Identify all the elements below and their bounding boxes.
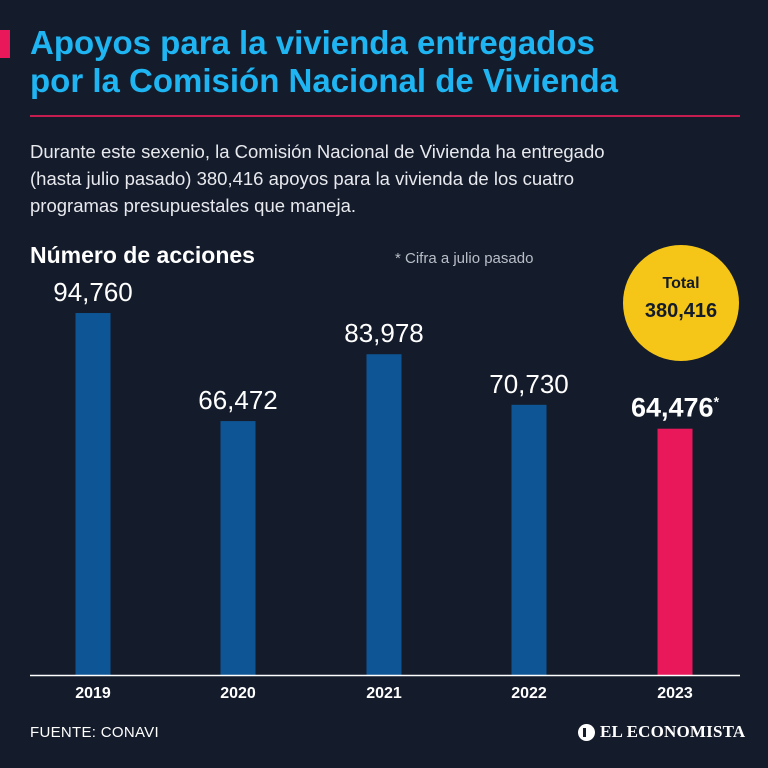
source-note: FUENTE: CONAVI [30, 724, 159, 741]
value-label-2022: 70,730 [489, 369, 569, 399]
title-line-2: por la Comisión Nacional de Vivienda [30, 62, 619, 99]
title-accent-bar [0, 30, 10, 58]
intro-line-2: (hasta julio pasado) 380,416 apoyos para… [30, 168, 575, 189]
value-label-2021: 83,978 [344, 318, 424, 348]
total-badge: Total 380,416 [623, 245, 739, 361]
value-label-2020: 66,472 [198, 385, 278, 415]
chart-subtitle: Número de acciones [30, 242, 255, 268]
x-tick-label-2022: 2022 [511, 685, 547, 702]
brand-name: EL ECONOMISTA [600, 722, 746, 741]
bar-2019 [75, 313, 111, 675]
title-divider [30, 115, 740, 117]
el-economista-logo-icon [578, 723, 595, 741]
bar-2021 [366, 354, 402, 675]
intro-line-3: programas presupuestales que maneja. [30, 195, 356, 216]
x-tick-label-2021: 2021 [366, 685, 402, 702]
title-line-1: Apoyos para la vivienda entregados [30, 24, 595, 61]
bar-2023 [657, 428, 693, 675]
bar-2020 [220, 421, 256, 675]
intro-line-1: Durante este sexenio, la Comisión Nacion… [30, 141, 605, 162]
footnote-marker: * [714, 394, 720, 410]
chart-footnote: * Cifra a julio pasado [395, 250, 534, 267]
intro-text: Durante este sexenio, la Comisión Nacion… [30, 138, 750, 219]
total-label: Total [662, 275, 700, 292]
x-tick-label-2023: 2023 [657, 685, 693, 702]
x-tick-label-2020: 2020 [220, 685, 256, 702]
chart-title: Apoyos para la vivienda entregados por l… [30, 24, 750, 100]
total-value: 380,416 [644, 300, 718, 322]
x-tick-label-2019: 2019 [75, 685, 111, 702]
brand: EL ECONOMISTA [578, 722, 745, 742]
bar-2022 [511, 404, 547, 675]
value-label-2019: 94,760 [53, 277, 133, 307]
value-label-2023: 64,476* [631, 393, 720, 423]
